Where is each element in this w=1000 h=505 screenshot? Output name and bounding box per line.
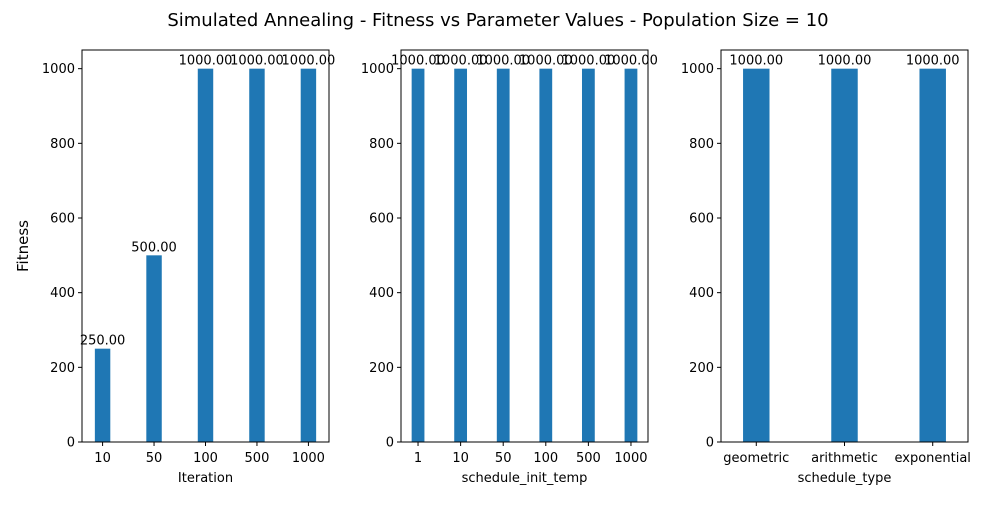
x-tick-label: 1	[414, 451, 422, 466]
y-tick-label: 600	[369, 212, 394, 227]
y-tick-label: 400	[689, 286, 714, 301]
bar-value-label: 500.00	[131, 240, 177, 255]
bar-value-label: 1000.00	[906, 54, 960, 69]
x-tick-label: 1000	[614, 451, 647, 466]
y-tick-label: 800	[689, 137, 714, 152]
y-tick-label: 600	[50, 212, 75, 227]
x-axis-label: schedule_type	[798, 471, 892, 486]
y-tick-label: 600	[689, 212, 714, 227]
bar-value-label: 1000.00	[519, 54, 573, 69]
bar-1	[411, 68, 425, 443]
x-axis-label: Iteration	[178, 471, 233, 486]
y-tick-label: 200	[689, 361, 714, 376]
x-tick-label: 100	[533, 451, 558, 466]
bar-50	[496, 68, 510, 443]
subplot-3: 1000.00 1000.00 1000.00 0 200 400 600 800 1000 ge…	[681, 49, 971, 486]
x-tick-label: exponential	[894, 451, 970, 466]
bar-10	[94, 348, 111, 442]
x-tick-label: 500	[245, 451, 270, 466]
bar-1000	[624, 68, 638, 443]
figure-title: Simulated Annealing - Fitness vs Paramet…	[167, 10, 828, 31]
y-tick-label: 200	[369, 361, 394, 376]
bar-value-label: 1000.00	[604, 54, 658, 69]
axes-frame	[400, 49, 649, 443]
y-tick-label: 0	[67, 436, 75, 451]
bar-value-label: 1000.00	[818, 54, 872, 69]
y-tick-label: 1000	[681, 62, 714, 77]
x-tick-label: 10	[94, 451, 111, 466]
bar-value-label: 1000.00	[476, 54, 530, 69]
subplot-1: 250.00500.001000.001000.001000.000200400…	[14, 49, 336, 486]
bar-value-label: 250.00	[80, 334, 126, 349]
bar-500	[249, 68, 265, 443]
y-tick-label: 1000	[42, 62, 75, 77]
bar-10	[454, 68, 468, 443]
bar-500	[581, 68, 595, 443]
bar-arithmetic	[831, 68, 858, 443]
x-tick-label: 50	[495, 451, 512, 466]
bar-value-label: 1000.00	[729, 54, 783, 69]
y-axis-label: Fitness	[14, 220, 32, 272]
subplot-2: 1000.001000.001000.001000.001000.001000.…	[361, 49, 658, 486]
x-tick-label: 100	[193, 451, 218, 466]
y-tick-label: 0	[386, 436, 394, 451]
y-tick-label: 400	[369, 286, 394, 301]
bar-value-label: 1000.00	[561, 54, 615, 69]
x-tick-label: 50	[146, 451, 163, 466]
bar-100	[197, 68, 214, 443]
bar-50	[146, 255, 162, 442]
y-tick-label: 0	[706, 436, 714, 451]
x-tick-label: 500	[576, 451, 601, 466]
y-tick-label: 800	[369, 137, 394, 152]
y-tick-label: 800	[50, 137, 75, 152]
bar-value-label: 1000.00	[391, 54, 445, 69]
bar-value-label: 1000.00	[230, 54, 284, 69]
x-tick-label: 1000	[292, 451, 325, 466]
x-axis-label: schedule_init_temp	[462, 471, 588, 486]
bar-value-label: 1000.00	[179, 54, 233, 69]
bar-exponential	[919, 68, 946, 443]
bar-value-label: 1000.00	[282, 54, 336, 69]
y-tick-label: 400	[50, 286, 75, 301]
x-tick-label: geometric	[723, 451, 789, 466]
bar-100	[539, 68, 553, 443]
bar-value-label: 1000.00	[434, 54, 488, 69]
x-tick-label: 10	[452, 451, 469, 466]
bar-geometric	[743, 68, 770, 443]
x-tick-label: arithmetic	[811, 451, 878, 466]
y-tick-label: 1000	[361, 62, 394, 77]
y-tick-label: 200	[50, 361, 75, 376]
bar-1000	[300, 68, 317, 443]
